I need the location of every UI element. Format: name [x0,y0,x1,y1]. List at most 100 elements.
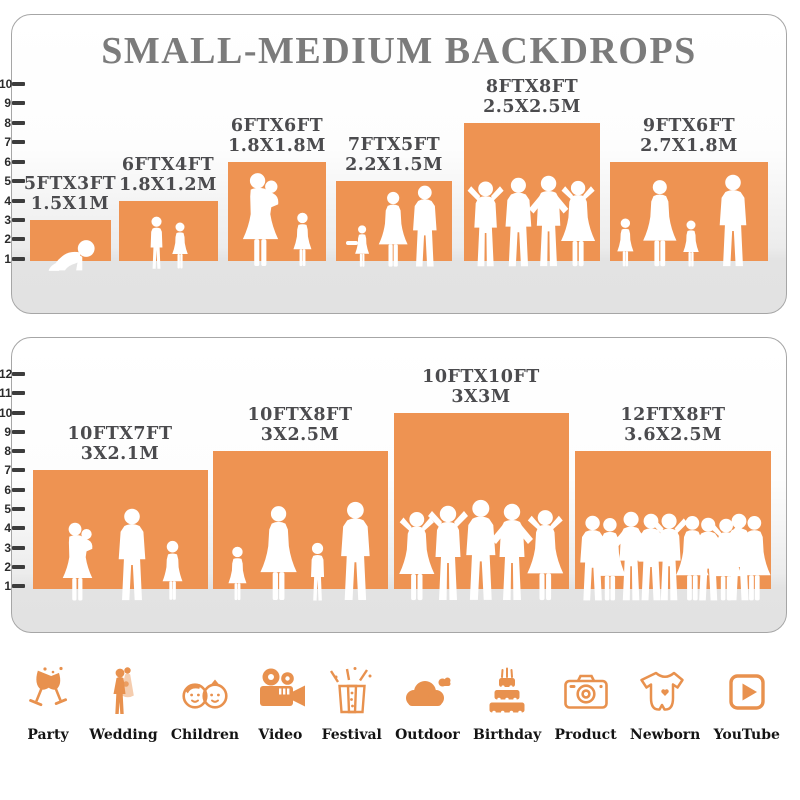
axis-tick [12,82,25,86]
backdrop-bar-7ftx5ft: 7FTX5FT 2.2X1.5M [336,135,452,267]
category-youtube: YouTube [714,660,780,743]
axis-tick-label: 9 [4,425,11,439]
axis-tick [12,257,25,261]
wedding-icon [113,667,135,714]
bar-size-m: 2.7X1.8M [640,136,738,156]
category-row: Party Wedding Children Video [0,660,800,743]
bar-size-m: 1.5X1M [30,194,110,214]
axis-tick-label: 10 [0,406,13,420]
axis-tick [12,372,25,376]
category-children: Children [171,660,239,743]
category-label: Festival [321,727,382,743]
bar-size-m: 1.8X1.2M [119,175,217,195]
axis-tick-label: 6 [4,155,11,169]
axis-tick [12,101,25,105]
axis-tick [12,218,25,222]
product-icon [563,674,608,709]
bar-size-m: 2.5X2.5M [483,97,581,117]
people-silhouette-mother-kids [242,173,312,267]
people-silhouette-family [62,508,183,601]
newborn-icon [640,671,684,711]
backdrop-bar-5ftx3ft: 5FTX3FT 1.5X1M [24,174,116,271]
people-silhouette-crowd [580,511,771,601]
axis-tick [12,160,25,164]
axis-tick-label: 4 [4,521,11,535]
category-birthday: Birthday [473,660,541,743]
axis-tick [12,546,25,550]
category-label: YouTube [713,727,780,743]
axis-tick-label: 10 [0,77,13,91]
backdrop-bar-12ftx8ft: 12FTX8FT 3.6X2.5M [575,405,771,601]
people-silhouette-family [617,174,747,267]
axis-tick-label: 1 [4,252,11,266]
medium-backdrops-panel: 12 11 10 9 8 7 6 5 4 3 2 1 10FTX7FT 3X2.… [0,337,787,633]
small-backdrops-panel: SMALL-MEDIUM BACKDROPS 10 9 8 7 6 5 4 3 … [0,14,787,314]
backdrop-bar-8ftx8ft: 8FTX8FT 2.5X2.5M [464,77,600,267]
backdrop-bar-10ftx7ft: 10FTX7FT 3X2.1M [33,424,208,601]
category-label: Party [27,727,69,743]
category-video: Video [252,660,308,743]
bar-size-m: 1.8X1.8M [228,136,326,156]
bar-size-m: 3X2.5M [260,425,340,445]
backdrop-bar-6ftx4ft: 6FTX4FT 1.8X1.2M [119,155,218,269]
bar-size-ft: 9FTX6FT [642,116,736,136]
axis-tick-label: 3 [4,213,11,227]
bar-size-ft: 10FTX7FT [67,424,173,444]
axis-tick [12,237,25,241]
bar-size-m: 2.2X1.5M [345,155,443,175]
axis-tick [12,526,25,530]
axis-tick [12,121,25,125]
category-outdoor: Outdoor [395,660,460,743]
bar-size-ft: 6FTX4FT [121,155,215,175]
bar-size-ft: 5FTX3FT [23,174,117,194]
youtube-icon [729,674,765,710]
category-label: Children [170,727,240,743]
category-newborn: Newborn [630,660,700,743]
backdrop-bar-6ftx6ft: 6FTX6FT 1.8X1.8M [228,116,326,267]
category-label: Outdoor [395,727,460,743]
bar-size-ft: 8FTX8FT [485,77,579,97]
bar-size-ft: 7FTX5FT [347,135,441,155]
category-party: Party [20,660,76,743]
bar-size-ft: 10FTX10FT [422,367,540,387]
category-label: Birthday [473,727,542,743]
axis-tick [12,488,25,492]
category-festival: Festival [322,660,382,743]
axis-tick-label: 5 [4,502,11,516]
outdoor-icon [406,677,451,706]
bar-size-m: 3X2.1M [80,444,160,464]
axis-tick [12,199,25,203]
festival-icon [329,667,372,714]
axis-tick-label: 12 [0,367,13,381]
axis-tick-label: 7 [4,135,11,149]
axis-tick-label: 4 [4,194,11,208]
bar-size-m: 3X3M [451,387,511,407]
axis-tick [12,140,25,144]
category-label: Video [258,727,303,743]
axis-tick [12,468,25,472]
backdrop-bar-9ftx6ft: 9FTX6FT 2.7X1.8M [610,116,768,267]
axis-tick-label: 6 [4,483,11,497]
category-wedding: Wedding [89,660,158,743]
axis-tick [12,507,25,511]
people-silhouette-kids [150,216,188,269]
people-silhouette-group [399,499,564,601]
axis-tick-label: 1 [4,579,11,593]
axis-tick [12,449,25,453]
bar-size-ft: 12FTX8FT [620,405,726,425]
category-product: Product [554,660,617,743]
backdrop-bar-10ftx10ft: 10FTX10FT 3X3M [394,367,569,601]
category-label: Wedding [89,727,158,743]
video-icon [260,668,306,707]
axis-tick [12,430,25,434]
axis-tick-label: 3 [4,541,11,555]
party-icon [29,666,68,707]
axis-tick [12,584,25,588]
category-label: Newborn [629,727,701,743]
axis-tick-label: 9 [4,96,11,110]
backdrop-bar-10ftx8ft: 10FTX8FT 3X2.5M [213,405,388,601]
bar-size-ft: 6FTX6FT [230,116,324,136]
axis-tick [12,565,25,569]
axis-tick-label: 2 [4,232,11,246]
birthday-icon [489,667,525,715]
